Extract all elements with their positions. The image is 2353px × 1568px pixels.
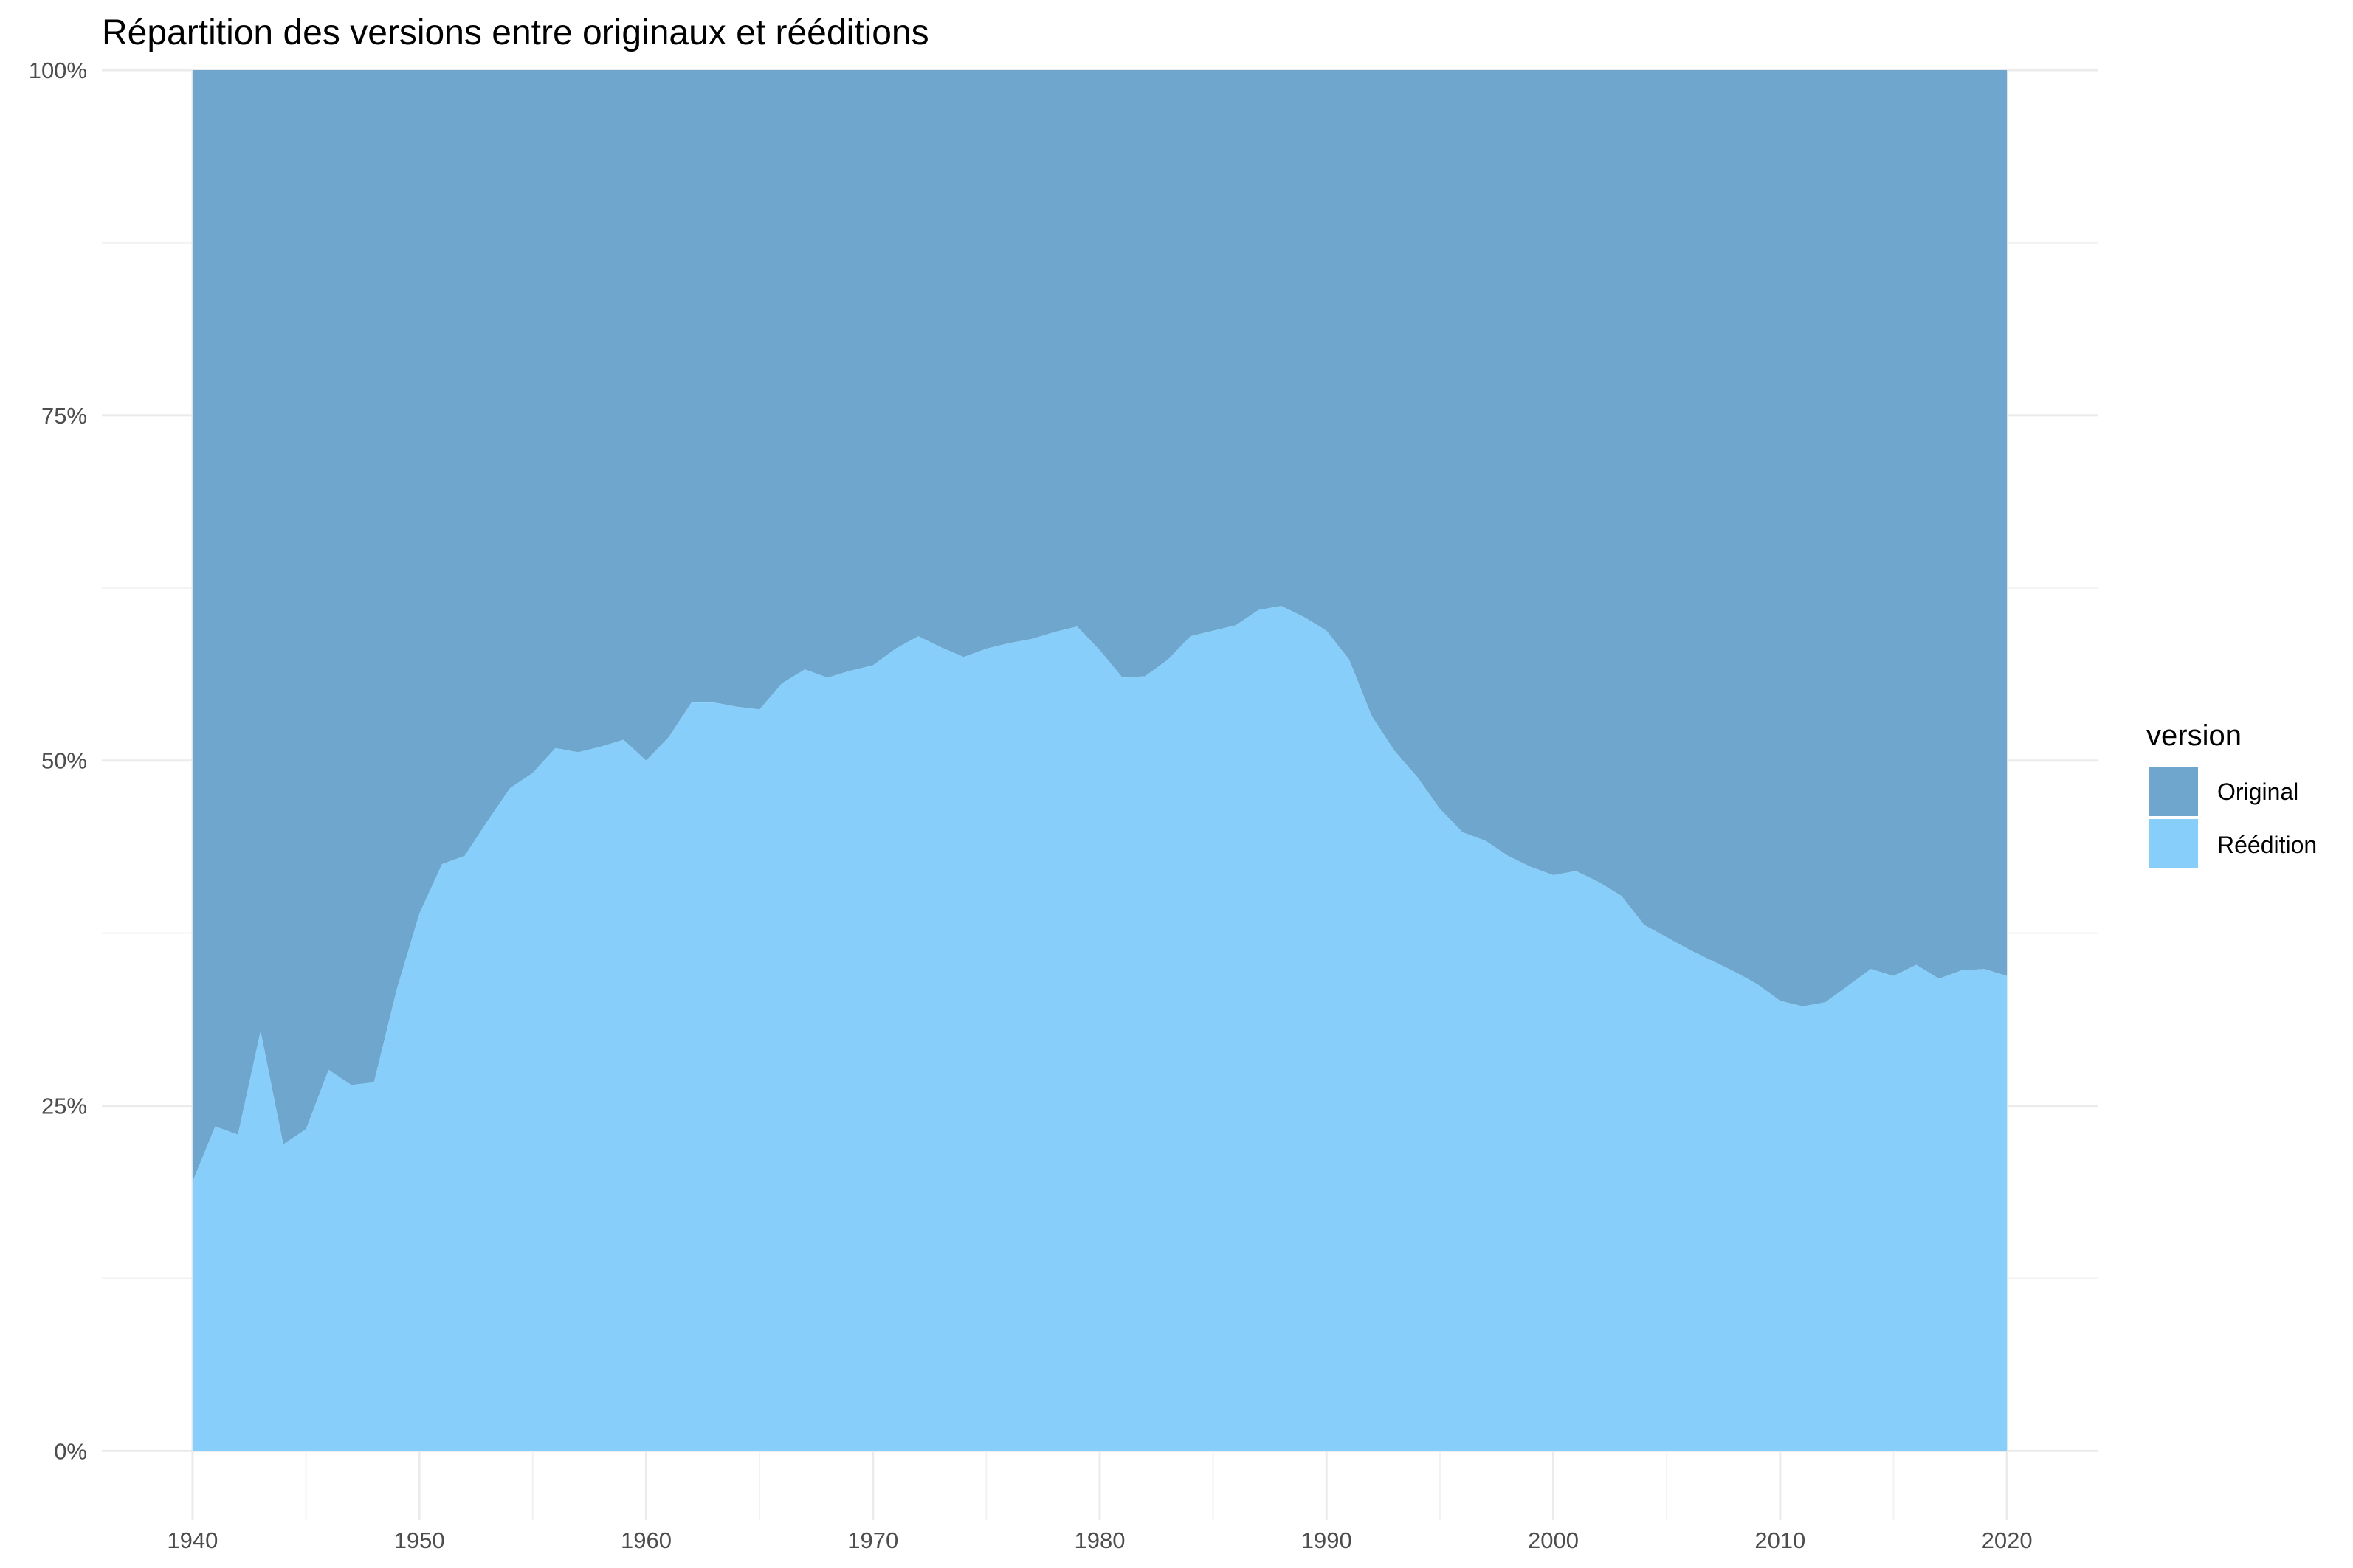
area-reedition — [192, 606, 2008, 1451]
x-tick-label: 1940 — [167, 1527, 218, 1553]
y-tick-label: 75% — [41, 403, 87, 429]
chart-title: Répartition des versions entre originaux… — [102, 13, 929, 52]
y-tick-label: 25% — [41, 1094, 87, 1119]
legend: version Original Réédition — [2146, 719, 2317, 868]
legend-key-reedition — [2149, 819, 2198, 868]
x-tick-label: 1980 — [1075, 1527, 1126, 1553]
x-tick-label: 2020 — [1982, 1527, 2033, 1553]
y-tick-label: 50% — [41, 748, 87, 774]
legend-label-reedition: Réédition — [2217, 832, 2317, 858]
x-tick-label: 1960 — [621, 1527, 672, 1553]
y-axis: 0% 25% 50% 75% 100% — [29, 58, 87, 1464]
stacked-areas — [192, 70, 2008, 1451]
x-tick-label: 1990 — [1301, 1527, 1352, 1553]
y-tick-label: 100% — [29, 58, 87, 83]
legend-key-original — [2149, 767, 2198, 816]
x-tick-label: 2000 — [1528, 1527, 1579, 1553]
y-tick-label: 0% — [54, 1438, 87, 1464]
legend-title: version — [2146, 719, 2242, 752]
legend-label-original: Original — [2217, 778, 2298, 805]
area-original — [192, 70, 2008, 1182]
x-tick-label: 1970 — [847, 1527, 898, 1553]
x-tick-label: 1950 — [394, 1527, 445, 1553]
x-axis: 1940 1950 1960 1970 1980 1990 2000 2010 2020 — [167, 1527, 2032, 1553]
x-tick-label: 2010 — [1754, 1527, 1805, 1553]
